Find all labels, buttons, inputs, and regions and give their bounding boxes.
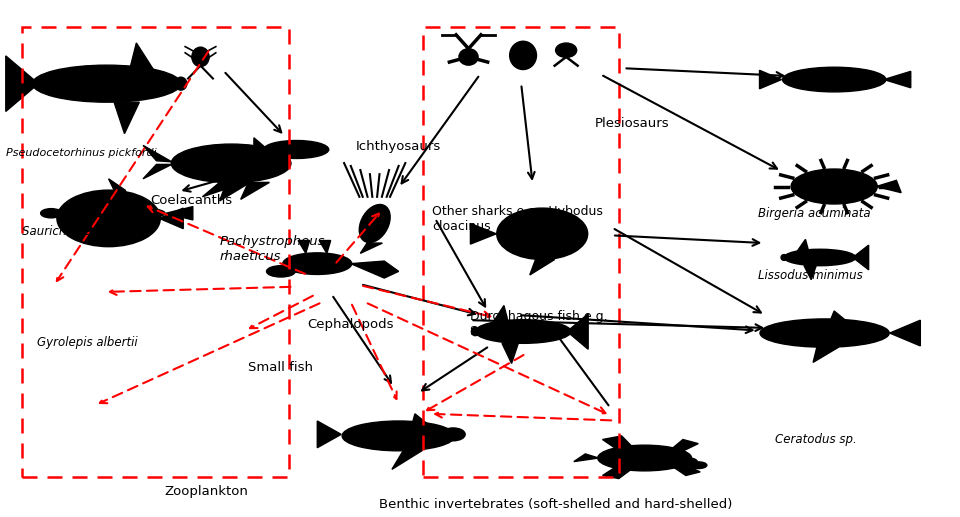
Ellipse shape — [471, 327, 479, 336]
Polygon shape — [143, 145, 172, 162]
Polygon shape — [220, 183, 251, 201]
Ellipse shape — [689, 462, 707, 468]
Polygon shape — [852, 245, 869, 270]
Polygon shape — [876, 180, 901, 193]
Ellipse shape — [192, 47, 209, 67]
Ellipse shape — [52, 206, 165, 221]
Ellipse shape — [459, 49, 478, 65]
Ellipse shape — [359, 205, 390, 242]
Text: Coelacanths: Coelacanths — [150, 194, 232, 207]
Ellipse shape — [556, 43, 577, 57]
Polygon shape — [159, 208, 183, 229]
Text: Saurichthys longidens: Saurichthys longidens — [22, 225, 153, 238]
Text: Small fish: Small fish — [249, 361, 313, 374]
Polygon shape — [759, 70, 781, 89]
Text: Pseudocetorhinus pickfordi: Pseudocetorhinus pickfordi — [6, 148, 156, 158]
Text: Ichthyosaurs: Ichthyosaurs — [355, 140, 441, 153]
Polygon shape — [392, 450, 422, 469]
Polygon shape — [502, 343, 518, 363]
Ellipse shape — [33, 65, 180, 102]
Polygon shape — [6, 56, 38, 112]
Ellipse shape — [442, 428, 466, 441]
Polygon shape — [129, 43, 155, 72]
Polygon shape — [317, 421, 341, 448]
Ellipse shape — [760, 319, 889, 347]
Ellipse shape — [510, 41, 537, 69]
Ellipse shape — [791, 169, 877, 204]
Polygon shape — [350, 261, 398, 278]
Polygon shape — [203, 183, 246, 197]
Polygon shape — [603, 436, 634, 454]
Ellipse shape — [57, 190, 160, 247]
Polygon shape — [804, 266, 816, 280]
Text: Pachystropheus
rhaeticus: Pachystropheus rhaeticus — [220, 235, 325, 263]
Text: Gyrolepis albertii: Gyrolepis albertii — [36, 336, 137, 348]
Ellipse shape — [676, 458, 697, 465]
Polygon shape — [492, 306, 509, 325]
Ellipse shape — [40, 209, 61, 218]
Text: Durophagous fish e.g.
Sargodon tomicus: Durophagous fish e.g. Sargodon tomicus — [470, 310, 608, 338]
Text: Cephalopods: Cephalopods — [308, 317, 395, 331]
Text: Other sharks e.g., Hybodus
cloacinus: Other sharks e.g., Hybodus cloacinus — [432, 205, 603, 233]
Polygon shape — [665, 439, 698, 454]
Text: Lissodus minimus: Lissodus minimus — [757, 269, 862, 282]
Bar — [22, 27, 289, 477]
Polygon shape — [114, 102, 139, 134]
Ellipse shape — [475, 320, 571, 343]
Polygon shape — [253, 138, 268, 161]
Polygon shape — [166, 207, 193, 220]
Polygon shape — [603, 463, 632, 479]
Ellipse shape — [781, 254, 787, 261]
Polygon shape — [813, 347, 839, 362]
Polygon shape — [108, 179, 126, 191]
Polygon shape — [143, 164, 172, 179]
Text: Placodonts: Placodonts — [775, 333, 843, 346]
Polygon shape — [241, 183, 270, 200]
Ellipse shape — [784, 249, 855, 266]
Text: Zooplankton: Zooplankton — [164, 485, 248, 498]
Text: Ceratodus sp.: Ceratodus sp. — [775, 433, 856, 446]
Polygon shape — [890, 320, 921, 346]
Ellipse shape — [264, 141, 328, 159]
Polygon shape — [319, 240, 330, 253]
Polygon shape — [470, 223, 496, 244]
Ellipse shape — [171, 144, 291, 183]
Polygon shape — [667, 463, 700, 476]
Polygon shape — [411, 414, 434, 429]
Polygon shape — [574, 454, 599, 462]
Text: Plesiosaurs: Plesiosaurs — [595, 117, 669, 130]
Polygon shape — [530, 260, 555, 275]
Text: Benthic invertebrates (soft-shelled and hard-shelled): Benthic invertebrates (soft-shelled and … — [379, 498, 732, 511]
Polygon shape — [299, 240, 310, 253]
Ellipse shape — [342, 421, 455, 451]
Ellipse shape — [267, 266, 296, 277]
Ellipse shape — [782, 67, 886, 92]
Polygon shape — [360, 243, 382, 253]
Polygon shape — [567, 314, 588, 349]
Polygon shape — [829, 311, 849, 323]
Ellipse shape — [496, 208, 588, 260]
Ellipse shape — [175, 77, 187, 90]
Bar — [422, 27, 619, 477]
Polygon shape — [884, 71, 911, 88]
Ellipse shape — [283, 253, 351, 275]
Text: Birgeria acuminata: Birgeria acuminata — [757, 207, 870, 220]
Polygon shape — [797, 239, 809, 252]
Ellipse shape — [598, 445, 691, 471]
